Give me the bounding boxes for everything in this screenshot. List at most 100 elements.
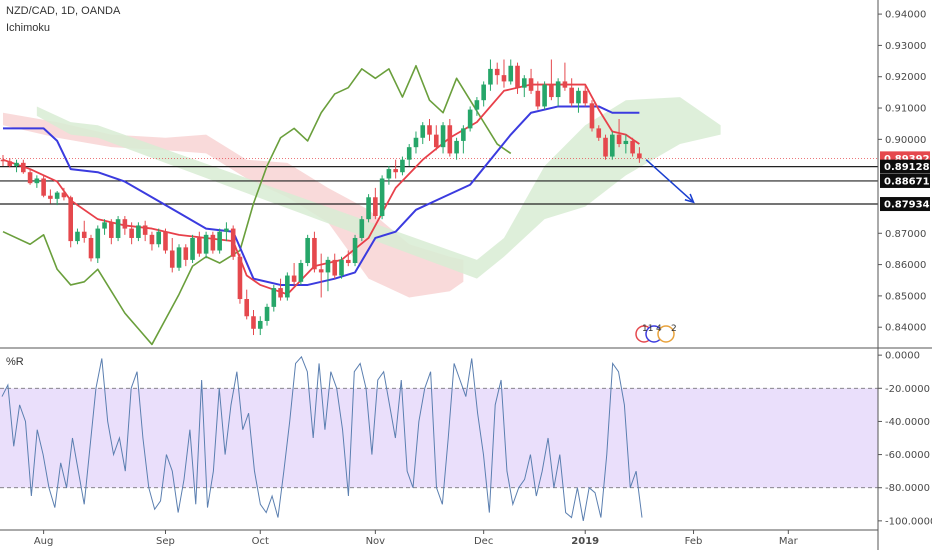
candle-body	[461, 128, 466, 141]
price-tick-label: 0.90000	[885, 135, 926, 146]
candle-body	[400, 159, 405, 173]
candle-body	[420, 125, 426, 138]
candle-body	[528, 78, 534, 91]
candle-body	[440, 125, 446, 148]
candle-body	[257, 320, 263, 329]
williams-band	[0, 388, 878, 488]
price-badge-label: 0.89392	[884, 154, 930, 165]
candle-body	[494, 68, 500, 76]
x-tick-label: Sep	[156, 536, 175, 547]
price-tick-label: 0.91000	[885, 104, 926, 115]
candle-body	[224, 228, 229, 232]
candle-body	[244, 299, 250, 317]
symbol-title: NZD/CAD, 1D, OANDA	[6, 5, 121, 17]
candle-body	[325, 259, 331, 273]
candle-body	[163, 231, 168, 251]
osc-tick-label: -80.0000	[885, 483, 930, 494]
event-count-c: 2	[671, 324, 677, 334]
price-tick-label: 0.87000	[885, 229, 926, 240]
candle-body	[149, 234, 155, 245]
candle-body	[81, 231, 87, 238]
horizontal-levels	[0, 157, 878, 205]
candle-body	[616, 134, 622, 145]
candle-body	[366, 197, 371, 220]
x-tick-label: 2019	[571, 536, 599, 547]
osc-tick-label: 0.0000	[885, 351, 920, 362]
candle-body	[467, 109, 473, 129]
candle-body	[122, 219, 128, 229]
price-badge	[880, 173, 930, 188]
candle-body	[373, 197, 378, 217]
price-tick-label: 0.94000	[885, 10, 926, 21]
candle-body	[156, 231, 162, 245]
candle-body	[603, 137, 608, 157]
candle-body	[535, 90, 541, 107]
candle-body	[454, 140, 459, 154]
candle-body	[230, 228, 236, 257]
x-tick-label: Feb	[685, 536, 703, 547]
candle-body	[576, 90, 581, 104]
ichimoku-cloud	[3, 97, 721, 298]
arrow-shaft	[645, 159, 695, 203]
x-tick-label: Oct	[252, 536, 269, 547]
oscillator-label: %R	[6, 356, 24, 368]
candle-body	[285, 275, 290, 298]
candle-body	[569, 87, 574, 104]
williams-r-line	[1, 355, 643, 521]
candle-body	[27, 172, 33, 184]
osc-tick-label: -100.0000	[885, 516, 932, 527]
candle-body	[129, 228, 134, 238]
candle-body	[379, 178, 385, 217]
candle-body	[359, 219, 365, 238]
trend-arrow	[645, 159, 695, 204]
candle-body	[102, 222, 107, 229]
candle-body	[630, 140, 635, 154]
candle-body	[474, 100, 480, 110]
candle-body	[61, 192, 67, 198]
candle-body	[183, 247, 189, 260]
candle-body	[48, 195, 53, 199]
candle-body	[237, 256, 243, 300]
candle-body	[136, 225, 141, 238]
candle-body	[488, 68, 493, 85]
events-marker[interactable]: 11 4 2	[634, 320, 684, 344]
candle-body	[623, 140, 629, 145]
candle-body	[393, 169, 398, 173]
cloud-bullish-area	[36, 97, 721, 279]
candle-body	[217, 231, 222, 251]
event-dividend-icon	[657, 325, 675, 343]
candle-body	[305, 237, 310, 264]
candle-body	[352, 237, 358, 264]
candle-body	[68, 197, 73, 242]
price-badge	[880, 197, 930, 212]
arrow-head	[684, 193, 695, 204]
event-count-a: 11	[642, 324, 653, 334]
price-badge	[880, 159, 930, 174]
candle-body	[339, 259, 344, 276]
x-tick-label: Mar	[779, 536, 799, 547]
candle-body	[481, 84, 486, 101]
price-tick-label: 0.92000	[885, 72, 926, 83]
candle-body	[312, 237, 317, 270]
candle-body	[264, 306, 270, 321]
osc-tick-label: -20.0000	[885, 384, 930, 395]
candle-body	[332, 259, 338, 276]
candle-body	[386, 169, 392, 179]
price-badge-label: 0.89128	[884, 162, 930, 173]
candle-body	[197, 237, 202, 254]
indicator-label: Ichimoku	[6, 22, 51, 34]
candle-body	[41, 178, 46, 196]
x-tick-label: Nov	[366, 536, 386, 547]
candle-body	[521, 78, 527, 88]
cloud-bearish-area	[3, 112, 464, 298]
candle-body	[190, 237, 195, 260]
candle-body	[318, 269, 324, 273]
candlesticks	[0, 59, 642, 336]
candle-body	[203, 234, 209, 254]
candle-body	[562, 81, 568, 88]
candle-body	[210, 234, 216, 251]
candle-body	[34, 178, 40, 184]
candle-body	[427, 125, 432, 135]
